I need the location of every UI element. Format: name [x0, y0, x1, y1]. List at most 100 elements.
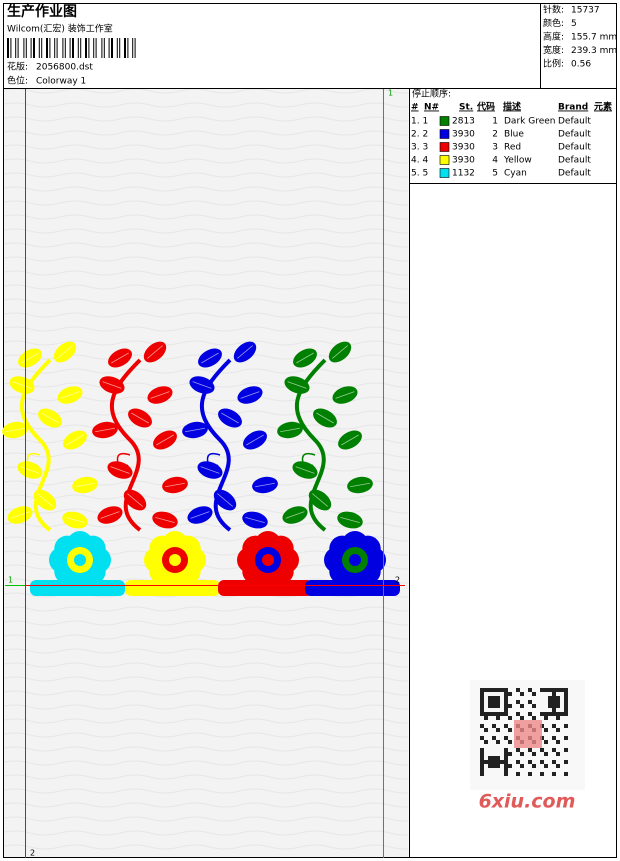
barcode-bar [93, 38, 95, 58]
leaf-vein [240, 391, 260, 399]
barcode-bar [56, 38, 58, 58]
leaf-vein [245, 517, 265, 523]
qr-module [480, 696, 484, 700]
row-number: 3. 3 [411, 143, 428, 153]
qr-module [556, 696, 560, 700]
qr-module [532, 752, 536, 756]
qr-module [564, 700, 568, 704]
sheet-title: 生产作业图 [7, 3, 77, 20]
qr-module [540, 760, 544, 764]
barcode-bar [108, 38, 110, 58]
embroidery-artwork [2, 341, 400, 596]
qr-module [484, 760, 488, 764]
barcode-bar [72, 38, 74, 58]
barcode-bar [54, 38, 56, 58]
leaf-vein [21, 352, 39, 364]
qr-module [492, 756, 496, 760]
leaf-vein [340, 517, 360, 523]
company: Wilcom(汇宏) 装饰工作室 [7, 23, 113, 35]
qr-module [480, 700, 484, 704]
qr-module [488, 764, 492, 768]
brand: Default [558, 143, 591, 153]
stat-value: 0.56 [571, 60, 591, 70]
design-label: 花版: [7, 61, 28, 73]
qr-module [488, 756, 492, 760]
barcode-bar [85, 38, 87, 58]
brand: Default [558, 117, 591, 127]
qr-module [504, 704, 508, 708]
qr-module [548, 712, 552, 716]
qr-module [556, 704, 560, 708]
stitches: 1132 [452, 169, 475, 179]
guide-marker: 2 [30, 849, 35, 858]
qr-module [484, 688, 488, 692]
qr-module [496, 704, 500, 708]
qr-module [564, 688, 568, 692]
barcode-bar [103, 38, 105, 58]
qr-module [500, 760, 504, 764]
leaf-vein [102, 381, 122, 389]
qr-module [488, 760, 492, 764]
qr-module [528, 700, 532, 704]
guide-marker: 1 [388, 89, 393, 98]
qr-module [480, 764, 484, 768]
leaf-vein [75, 482, 95, 488]
qr-module [488, 700, 492, 704]
qr-module [560, 688, 564, 692]
qr-module [496, 688, 500, 692]
leaf-vein [5, 427, 25, 433]
qr-module [564, 724, 568, 728]
qr-module [504, 760, 508, 764]
watermark: 6xiu.com [470, 680, 585, 813]
qr-module [504, 768, 508, 772]
qr-module [504, 756, 508, 760]
qr-module [488, 712, 492, 716]
leaf-vein [285, 511, 305, 519]
leaf-vein [60, 391, 80, 399]
qr-module [540, 712, 544, 716]
barcode-bar [17, 38, 19, 58]
brand: Default [558, 156, 591, 166]
barcode-bar [69, 38, 71, 58]
qr-module [480, 756, 484, 760]
qr-module [496, 700, 500, 704]
design-file: 2056800.dst [36, 63, 93, 73]
code: 3 [492, 143, 498, 153]
qr-module [492, 760, 496, 764]
barcode-bar [15, 38, 17, 58]
leaf-vein [332, 345, 348, 359]
stop-sequence-title: 停止顺序: [412, 88, 451, 100]
qr-module [540, 688, 544, 692]
code: 5 [492, 169, 498, 179]
qr-module [504, 712, 508, 716]
leaf-vein [100, 511, 120, 519]
qr-module [504, 764, 508, 768]
qr-module [520, 764, 524, 768]
qr-module [496, 760, 500, 764]
qr-module [528, 748, 532, 752]
qr-module [488, 704, 492, 708]
color-swatch [439, 116, 450, 126]
leaf-vein [111, 352, 129, 364]
qr-module [480, 760, 484, 764]
barcode-bar [77, 38, 79, 58]
stat-label: 颜色: [543, 17, 564, 29]
qr-module [480, 708, 484, 712]
qr-module [488, 688, 492, 692]
code: 4 [492, 156, 498, 166]
stat-label: 比例: [543, 58, 564, 70]
qr-module [560, 712, 564, 716]
qr-module [532, 764, 536, 768]
qr-module [508, 692, 512, 696]
description: Blue [504, 130, 524, 140]
qr-module [480, 768, 484, 772]
qr-module [508, 764, 512, 768]
barcode-bar [119, 38, 121, 58]
qr-module [548, 700, 552, 704]
qr-module [504, 688, 508, 692]
qr-module [484, 728, 488, 732]
row-number: 4. 4 [411, 156, 428, 166]
stitches: 3930 [452, 130, 475, 140]
stat-value: 5 [571, 19, 577, 29]
qr-module [496, 756, 500, 760]
